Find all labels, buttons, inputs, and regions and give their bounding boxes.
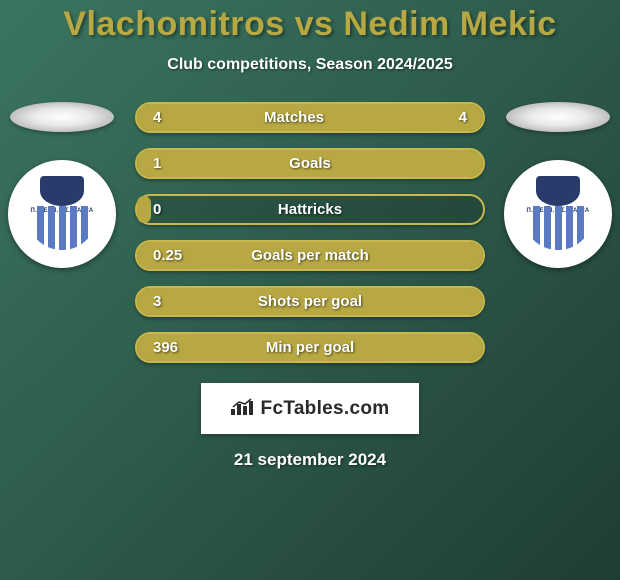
stat-bar: 0.25 Goals per match xyxy=(135,240,485,271)
badge-inner-right: Π.Α.Ε. Π.Α.Σ. ΛΑΜΙΑ xyxy=(514,170,602,258)
footer-logo-text: FcTables.com xyxy=(261,398,390,420)
club-badge-left: Π.Α.Ε. Π.Α.Σ. ΛΑΜΙΑ xyxy=(8,160,116,268)
badge-stripes-left xyxy=(27,206,97,250)
stat-value-left: 4 xyxy=(153,109,161,126)
stat-label: Hattricks xyxy=(278,201,342,218)
badge-ship-icon xyxy=(40,176,84,206)
subtitle: Club competitions, Season 2024/2025 xyxy=(167,56,452,74)
stat-label: Goals xyxy=(289,155,331,172)
stat-bar: 1 Goals xyxy=(135,148,485,179)
stat-value-right: 4 xyxy=(459,109,467,126)
stat-bar: 3 Shots per goal xyxy=(135,286,485,317)
main-area: Π.Α.Ε. Π.Α.Σ. ΛΑΜΙΑ Π.Α.Ε. Π.Α.Σ. ΛΑΜΙΑ xyxy=(0,102,620,363)
footer-logo: FcTables.com xyxy=(201,383,420,434)
stat-fill xyxy=(137,196,151,223)
shadow-ellipse-right xyxy=(506,102,610,132)
badge-stripes-right xyxy=(523,206,593,250)
player-right-side: Π.Α.Ε. Π.Α.Σ. ΛΑΜΙΑ xyxy=(504,102,612,268)
stat-label: Shots per goal xyxy=(258,293,362,310)
stat-label: Matches xyxy=(264,109,324,126)
stat-value-left: 0.25 xyxy=(153,247,182,264)
chart-icon xyxy=(231,397,253,420)
stat-value-left: 3 xyxy=(153,293,161,310)
stat-bar: 4 Matches 4 xyxy=(135,102,485,133)
shadow-ellipse-left xyxy=(10,102,114,132)
club-badge-right: Π.Α.Ε. Π.Α.Σ. ΛΑΜΙΑ xyxy=(504,160,612,268)
footer-date: 21 september 2024 xyxy=(234,450,386,470)
stat-value-left: 1 xyxy=(153,155,161,172)
player-left-side: Π.Α.Ε. Π.Α.Σ. ΛΑΜΙΑ xyxy=(8,102,116,268)
stat-label: Goals per match xyxy=(251,247,369,264)
stat-label: Min per goal xyxy=(266,339,354,356)
stat-bars: 4 Matches 4 1 Goals 0 Hattricks 0.25 Goals per m… xyxy=(135,102,485,363)
page-title: Vlachomitros vs Nedim Mekic xyxy=(63,5,556,44)
stat-bar: 396 Min per goal xyxy=(135,332,485,363)
infographic-container: Vlachomitros vs Nedim Mekic Club competi… xyxy=(0,0,620,580)
badge-ship-icon xyxy=(536,176,580,206)
stat-bar: 0 Hattricks xyxy=(135,194,485,225)
stat-value-left: 0 xyxy=(153,201,161,218)
badge-inner-left: Π.Α.Ε. Π.Α.Σ. ΛΑΜΙΑ xyxy=(18,170,106,258)
stat-value-left: 396 xyxy=(153,339,178,356)
